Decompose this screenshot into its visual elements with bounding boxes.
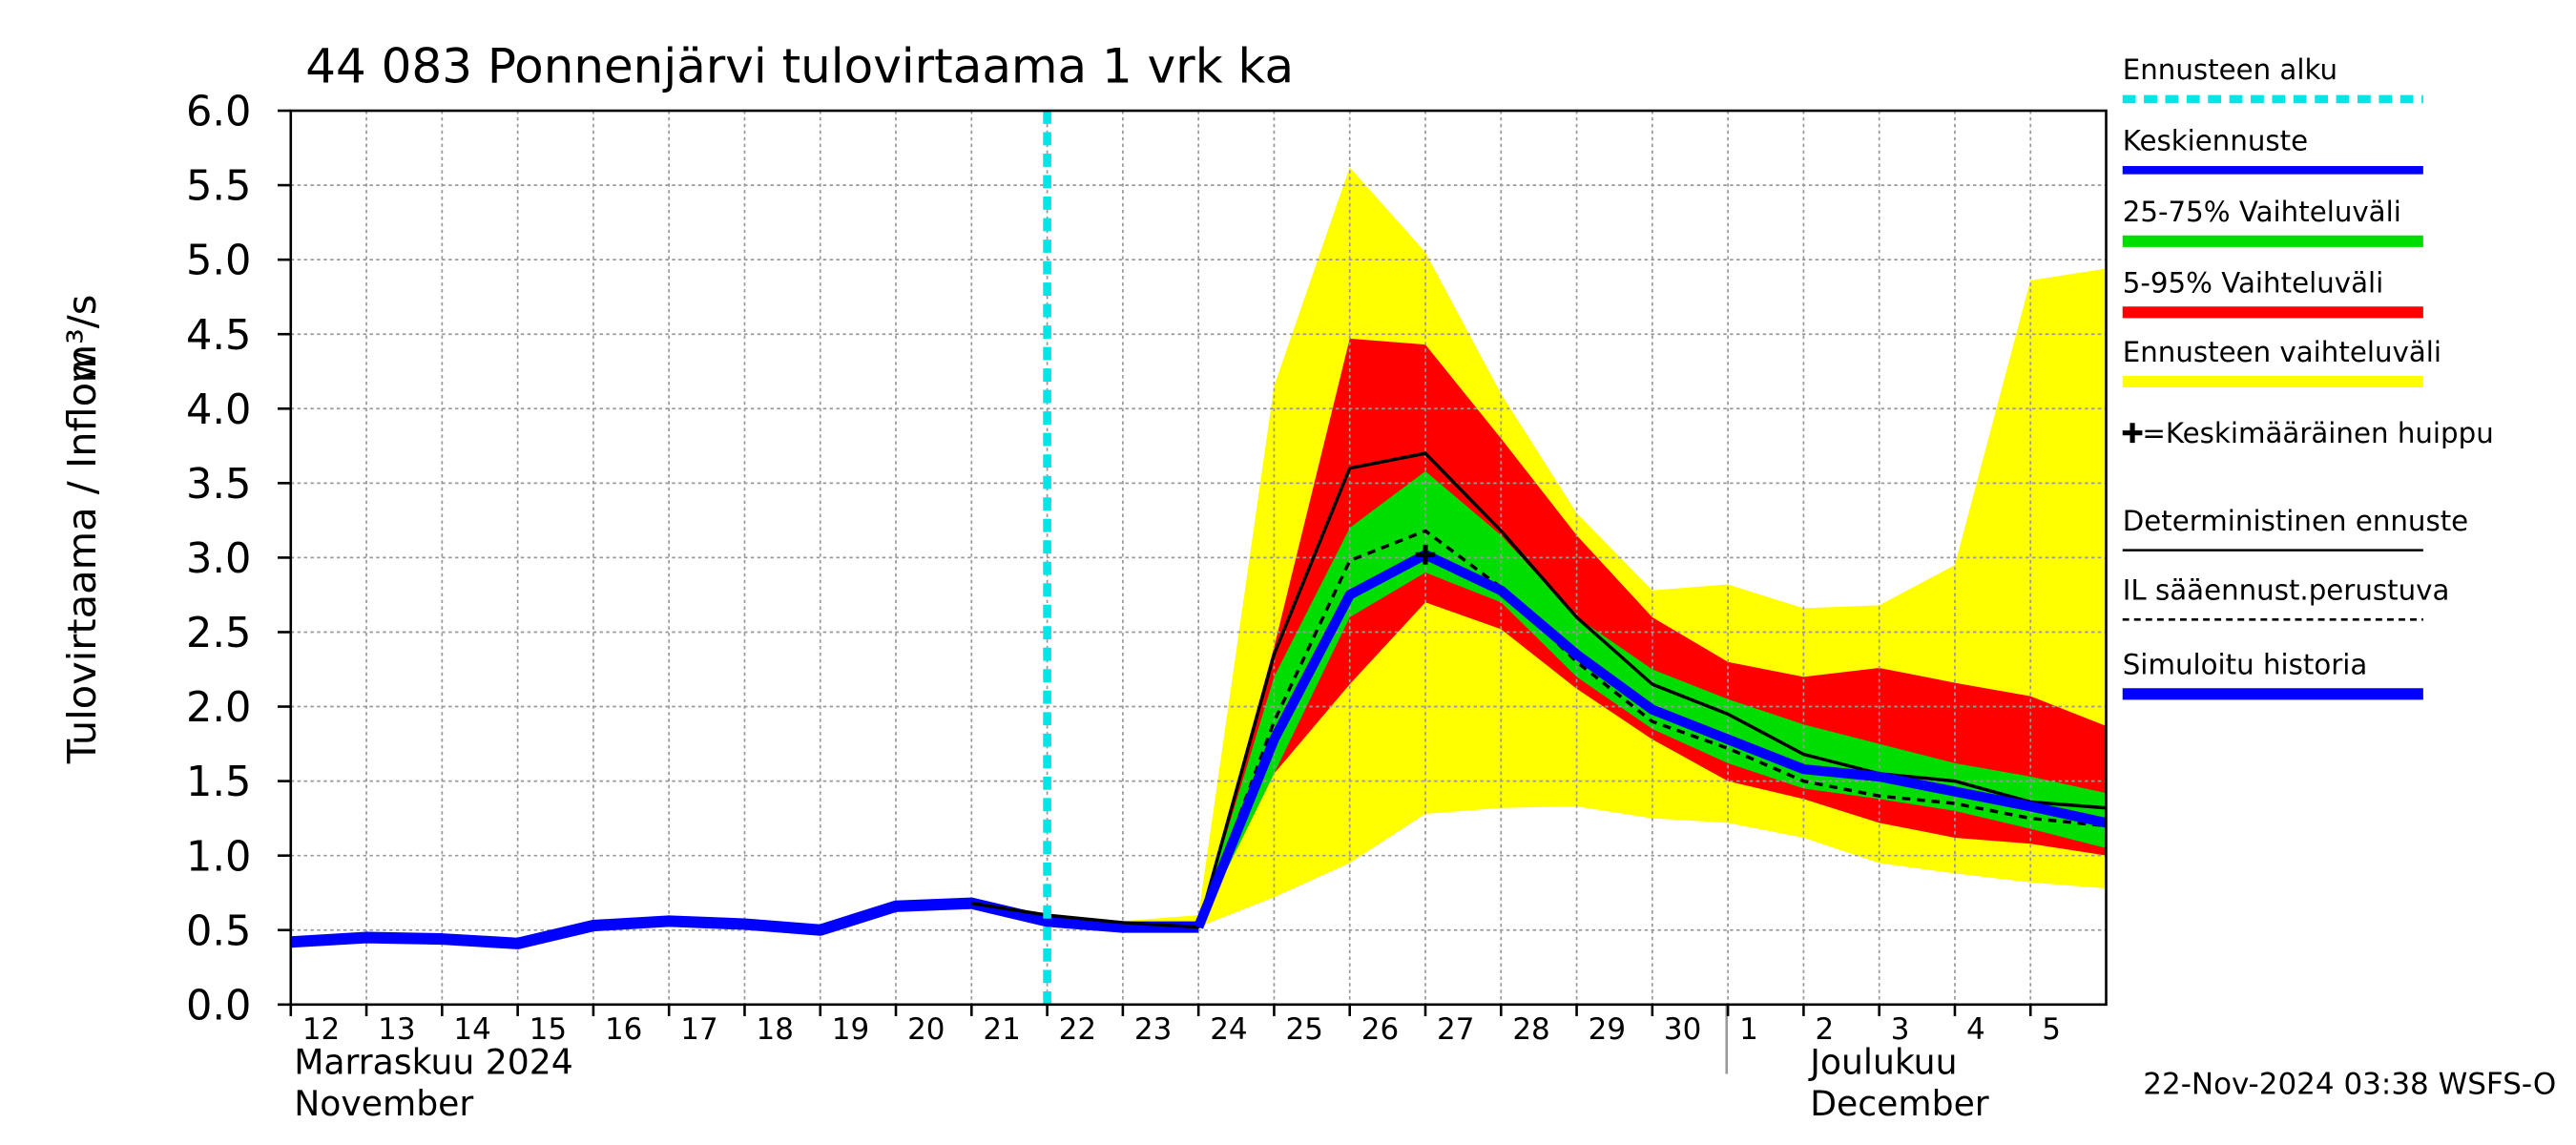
legend-label: IL sääennust.perustuva <box>2123 573 2450 606</box>
y-tick-label: 6.0 <box>186 88 251 135</box>
x-tick-label: 27 <box>1437 1012 1474 1047</box>
x-tick-label: 28 <box>1512 1012 1549 1047</box>
x-tick-label: 29 <box>1589 1012 1626 1047</box>
x-tick-label: 20 <box>907 1012 945 1047</box>
chart-title: 44 083 Ponnenjärvi tulovirtaama 1 vrk ka <box>305 38 1294 94</box>
legend-label: Deterministinen ennuste <box>2123 505 2468 537</box>
x-tick-label: 13 <box>378 1012 415 1047</box>
x-tick-label: 12 <box>302 1012 340 1047</box>
x-tick-label: 25 <box>1285 1012 1322 1047</box>
y-tick-label: 1.0 <box>186 833 251 881</box>
line-series <box>1194 550 2108 929</box>
x-tick-label: 23 <box>1134 1012 1172 1047</box>
month-label-en: December <box>1810 1083 1989 1124</box>
x-tick-label: 1 <box>1739 1012 1758 1047</box>
x-tick-label: 4 <box>1966 1012 1985 1047</box>
x-tick-label: 17 <box>680 1012 717 1047</box>
x-tick-label: 22 <box>1059 1012 1096 1047</box>
x-tick-label: 3 <box>1891 1012 1910 1047</box>
y-tick-label: 5.0 <box>186 238 251 285</box>
x-tick-label: 15 <box>530 1012 567 1047</box>
x-tick-label: 14 <box>453 1012 490 1047</box>
month-label: Joulukuu <box>1808 1041 1957 1082</box>
y-tick-label: 2.5 <box>186 610 251 657</box>
line-series <box>1196 529 2107 928</box>
x-tick-label: 5 <box>2042 1012 2061 1047</box>
legend-label: =Keskimääräinen huippu <box>2142 417 2493 449</box>
y-tick-label: 0.0 <box>186 982 251 1030</box>
x-tick-label: 16 <box>605 1012 642 1047</box>
plot-frame <box>289 109 2108 1007</box>
legend-label: Ennusteen alku <box>2123 53 2337 86</box>
legend-marker <box>2122 423 2143 444</box>
month-label: Marraskuu 2024 <box>294 1041 573 1082</box>
legend-label: Simuloitu historia <box>2123 648 2368 680</box>
x-tick-label: 18 <box>757 1012 794 1047</box>
line-series <box>971 451 2107 929</box>
y-tick-label: 3.0 <box>186 535 251 583</box>
x-tick-label: 2 <box>1815 1012 1834 1047</box>
x-tick-label: 19 <box>832 1012 869 1047</box>
legend-label: 25-75% Vaihteluväli <box>2123 196 2401 228</box>
legend-label: Keskiennuste <box>2123 125 2308 157</box>
legend-label: Ennusteen vaihteluväli <box>2123 336 2441 368</box>
y-tick-label: 4.5 <box>186 312 251 360</box>
x-tick-label: 21 <box>983 1012 1020 1047</box>
y-tick-label: 5.5 <box>186 163 251 211</box>
line-series <box>290 897 1199 949</box>
x-tick-label: 26 <box>1361 1012 1399 1047</box>
y-tick-label: 1.5 <box>186 759 251 806</box>
y-tick-label: 2.0 <box>186 684 251 732</box>
x-tick-label: 24 <box>1210 1012 1247 1047</box>
month-label-en: November <box>294 1083 473 1124</box>
y-tick-label: 3.5 <box>186 461 251 509</box>
y-axis-label: Tulovirtaama / Inflow <box>59 350 105 764</box>
peak-marker <box>1415 544 1436 565</box>
y-tick-label: 0.5 <box>186 907 251 955</box>
y-axis-unit: m³/s <box>59 295 105 384</box>
x-tick-label: 30 <box>1664 1012 1701 1047</box>
y-tick-label: 4.0 <box>186 386 251 434</box>
footer: 22-Nov-2024 03:38 WSFS-O <box>2143 1067 2556 1101</box>
legend-label: 5-95% Vaihteluväli <box>2123 266 2384 299</box>
